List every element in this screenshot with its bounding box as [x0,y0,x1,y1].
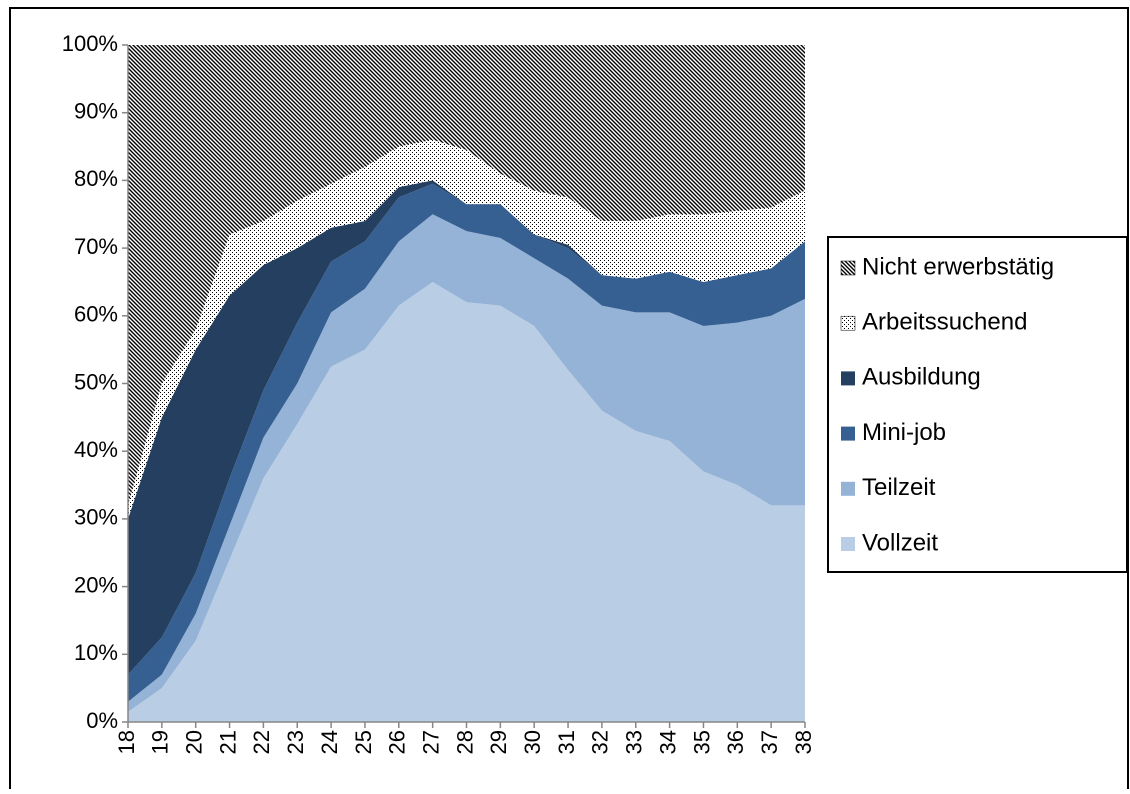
x-tick-label: 26 [385,730,410,754]
y-tick-label: 0% [86,708,118,733]
legend-swatch [841,426,855,441]
x-tick-label: 18 [114,730,139,754]
legend-swatch [841,481,855,496]
legend [827,236,1128,573]
x-tick-label: 27 [418,730,443,754]
y-tick-label: 100% [62,31,118,56]
x-tick-label: 31 [554,730,579,754]
area [128,180,805,675]
x-tick-label: 29 [486,730,511,754]
legend-label: Vollzeit [862,529,938,556]
x-tick-label: 21 [215,730,240,754]
area [128,139,805,519]
x-tick-label: 37 [757,730,782,754]
legend-label: Nicht erwerbstätig [862,253,1054,280]
area [128,214,805,712]
legend-label: Mini-job [862,419,946,446]
area [128,281,805,722]
y-tick-label: 30% [74,505,118,530]
x-tick-label: 33 [622,730,647,754]
x-tick-label: 32 [588,730,613,754]
x-tick-label: 30 [520,730,545,754]
y-tick-label: 20% [74,572,118,597]
x-tick-label: 34 [655,730,680,754]
legend-label: Arbeitssuchend [862,309,1027,336]
y-tick-label: 50% [74,369,118,394]
area [128,45,805,506]
x-tick-label: 19 [148,730,173,754]
x-tick-label: 20 [182,730,207,754]
y-tick-label: 70% [74,234,118,259]
x-tick-label: 36 [723,730,748,754]
legend-swatch [840,315,856,331]
x-tick-label: 22 [249,730,274,754]
legend-swatch [841,537,855,551]
x-tick-label: 28 [452,730,477,754]
legend-label: Teilzeit [862,474,936,501]
y-tick-label: 80% [74,166,118,191]
legend-swatch [840,260,856,276]
x-tick-label: 25 [351,730,376,754]
x-tick-label: 35 [689,730,714,754]
x-tick-label: 23 [283,730,308,754]
y-tick-label: 90% [74,99,118,124]
legend-label: Ausbildung [862,364,981,391]
x-tick-label: 24 [317,730,342,754]
y-tick-label: 60% [74,302,118,327]
y-tick-label: 10% [74,640,118,665]
y-tick-label: 40% [74,437,118,462]
legend-swatch [841,371,855,386]
x-tick-label: 38 [791,730,816,754]
